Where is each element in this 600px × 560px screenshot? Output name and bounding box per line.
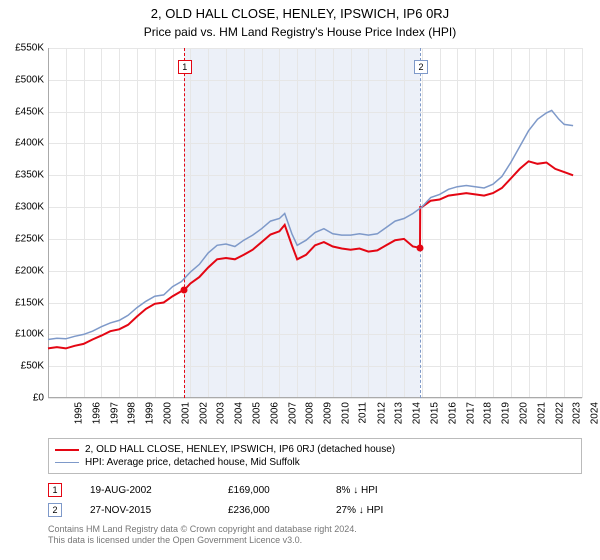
- x-tick-label: 2003: [216, 402, 227, 424]
- y-tick-label: £400K: [0, 138, 44, 149]
- legend-item: HPI: Average price, detached house, Mid …: [55, 456, 575, 469]
- x-tick-label: 1996: [91, 402, 102, 424]
- legend-swatch: [55, 462, 79, 463]
- legend-swatch: [55, 449, 79, 451]
- gridline-vertical: [582, 48, 583, 398]
- y-tick-label: £450K: [0, 106, 44, 117]
- x-tick-label: 2016: [447, 402, 458, 424]
- transaction-price: £169,000: [228, 485, 308, 496]
- y-tick-label: £500K: [0, 74, 44, 85]
- x-tick-label: 2009: [322, 402, 333, 424]
- transaction-marker: 1: [48, 483, 62, 497]
- y-tick-label: £300K: [0, 202, 44, 213]
- x-tick-label: 1995: [73, 402, 84, 424]
- x-tick-label: 2015: [429, 402, 440, 424]
- series-hpi: [48, 110, 573, 339]
- transaction-price: £236,000: [228, 505, 308, 516]
- legend-label: HPI: Average price, detached house, Mid …: [85, 457, 300, 468]
- x-tick-label: 2011: [357, 402, 368, 424]
- x-tick-label: 1998: [127, 402, 138, 424]
- x-tick-label: 2002: [198, 402, 209, 424]
- series-property: [48, 161, 573, 348]
- x-tick-label: 2022: [554, 402, 565, 424]
- x-tick-label: 2000: [162, 402, 173, 424]
- transaction-row: 1 19-AUG-2002 £169,000 8% ↓ HPI: [48, 480, 436, 500]
- y-tick-label: £200K: [0, 265, 44, 276]
- x-tick-label: 2004: [233, 402, 244, 424]
- x-tick-label: 2010: [340, 402, 351, 424]
- y-tick-label: £100K: [0, 329, 44, 340]
- x-tick-label: 1997: [109, 402, 120, 424]
- x-tick-label: 2023: [572, 402, 583, 424]
- footnote-line2: This data is licensed under the Open Gov…: [48, 535, 357, 546]
- transaction-delta: 8% ↓ HPI: [336, 485, 436, 496]
- footnote-line1: Contains HM Land Registry data © Crown c…: [48, 524, 357, 535]
- y-tick-label: £150K: [0, 297, 44, 308]
- transaction-row: 2 27-NOV-2015 £236,000 27% ↓ HPI: [48, 500, 436, 520]
- transaction-marker: 2: [48, 503, 62, 517]
- chart-legend: 2, OLD HALL CLOSE, HENLEY, IPSWICH, IP6 …: [48, 438, 582, 474]
- chart-lines: [48, 48, 582, 398]
- y-tick-label: £550K: [0, 43, 44, 54]
- chart-plot-area: £0£50K£100K£150K£200K£250K£300K£350K£400…: [48, 48, 582, 398]
- x-tick-label: 2007: [287, 402, 298, 424]
- legend-item: 2, OLD HALL CLOSE, HENLEY, IPSWICH, IP6 …: [55, 443, 575, 456]
- x-tick-label: 2021: [536, 402, 547, 424]
- transaction-date: 27-NOV-2015: [90, 505, 200, 516]
- chart-title-line2: Price paid vs. HM Land Registry's House …: [0, 21, 600, 39]
- gridline-horizontal: [48, 398, 582, 399]
- transaction-delta: 27% ↓ HPI: [336, 505, 436, 516]
- y-tick-label: £350K: [0, 170, 44, 181]
- x-tick-label: 2019: [500, 402, 511, 424]
- chart-title-line1: 2, OLD HALL CLOSE, HENLEY, IPSWICH, IP6 …: [0, 0, 600, 21]
- x-tick-label: 2013: [394, 402, 405, 424]
- x-tick-label: 2012: [376, 402, 387, 424]
- footnote: Contains HM Land Registry data © Crown c…: [48, 524, 357, 547]
- transaction-list: 1 19-AUG-2002 £169,000 8% ↓ HPI 2 27-NOV-2015…: [48, 480, 436, 520]
- x-tick-label: 2014: [411, 402, 422, 424]
- transaction-date: 19-AUG-2002: [90, 485, 200, 496]
- y-tick-label: £50K: [0, 361, 44, 372]
- x-tick-label: 1999: [144, 402, 155, 424]
- x-tick-label: 2005: [251, 402, 262, 424]
- legend-label: 2, OLD HALL CLOSE, HENLEY, IPSWICH, IP6 …: [85, 444, 395, 455]
- x-tick-label: 2020: [518, 402, 529, 424]
- x-tick-label: 2024: [589, 402, 600, 424]
- x-tick-label: 2006: [269, 402, 280, 424]
- x-tick-label: 2001: [180, 402, 191, 424]
- x-tick-label: 2017: [465, 402, 476, 424]
- x-tick-label: 2018: [483, 402, 494, 424]
- y-tick-label: £250K: [0, 233, 44, 244]
- y-tick-label: £0: [0, 393, 44, 404]
- x-tick-label: 2008: [305, 402, 316, 424]
